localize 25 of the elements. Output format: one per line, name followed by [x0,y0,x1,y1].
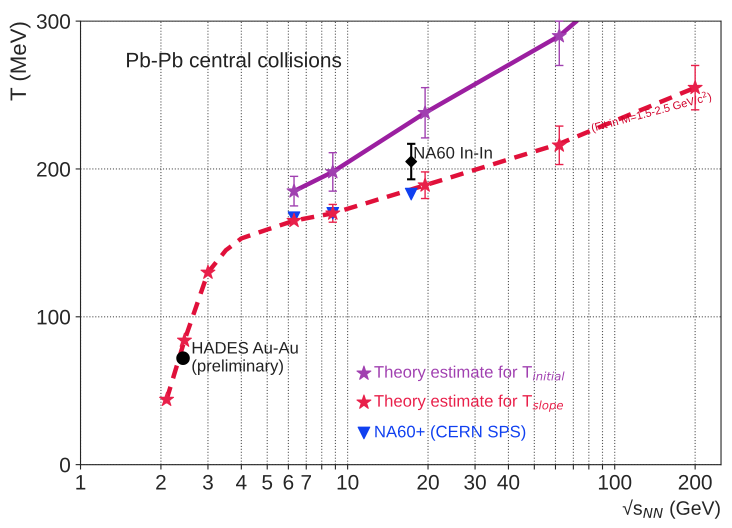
y-tick-label: 0 [60,458,70,472]
x-axis-title: √s$_{NN}$ (GeV) [622,499,720,519]
annotation: HADES Au-Au (preliminary) [192,342,298,375]
legend-label: NA60+ (CERN SPS) [375,425,526,441]
y-tick-label: 300 [36,14,70,29]
x-tick-label: 30 [464,474,486,490]
x-tick-label: 3 [202,474,213,490]
x-tick-label: 1 [76,475,86,490]
x-tick-label: 2 [156,474,166,490]
x-tick-label: 40 [497,474,520,490]
annotation: NA60 In-In [414,146,492,159]
legend-label: Theory estimate for T$_{initial}$ [374,366,565,382]
x-tick-label: 4 [236,475,247,490]
x-tick-label: 20 [417,474,439,490]
annotation: Pb-Pb central collisions [127,52,342,68]
x-tick-label: 10 [338,474,358,490]
x-tick-label: 200 [678,474,712,490]
x-tick-label: 6 [284,474,294,490]
x-tick-label: 100 [598,474,632,490]
y-axis-title: T (MeV) [10,22,30,100]
x-tick-label: 7 [302,475,311,490]
y-tick-label: 100 [38,310,70,325]
legend-label: Theory estimate for T$_{slope}$ [374,394,564,412]
x-tick-label: 5 [262,475,272,490]
y-tick-label: 200 [37,162,70,177]
